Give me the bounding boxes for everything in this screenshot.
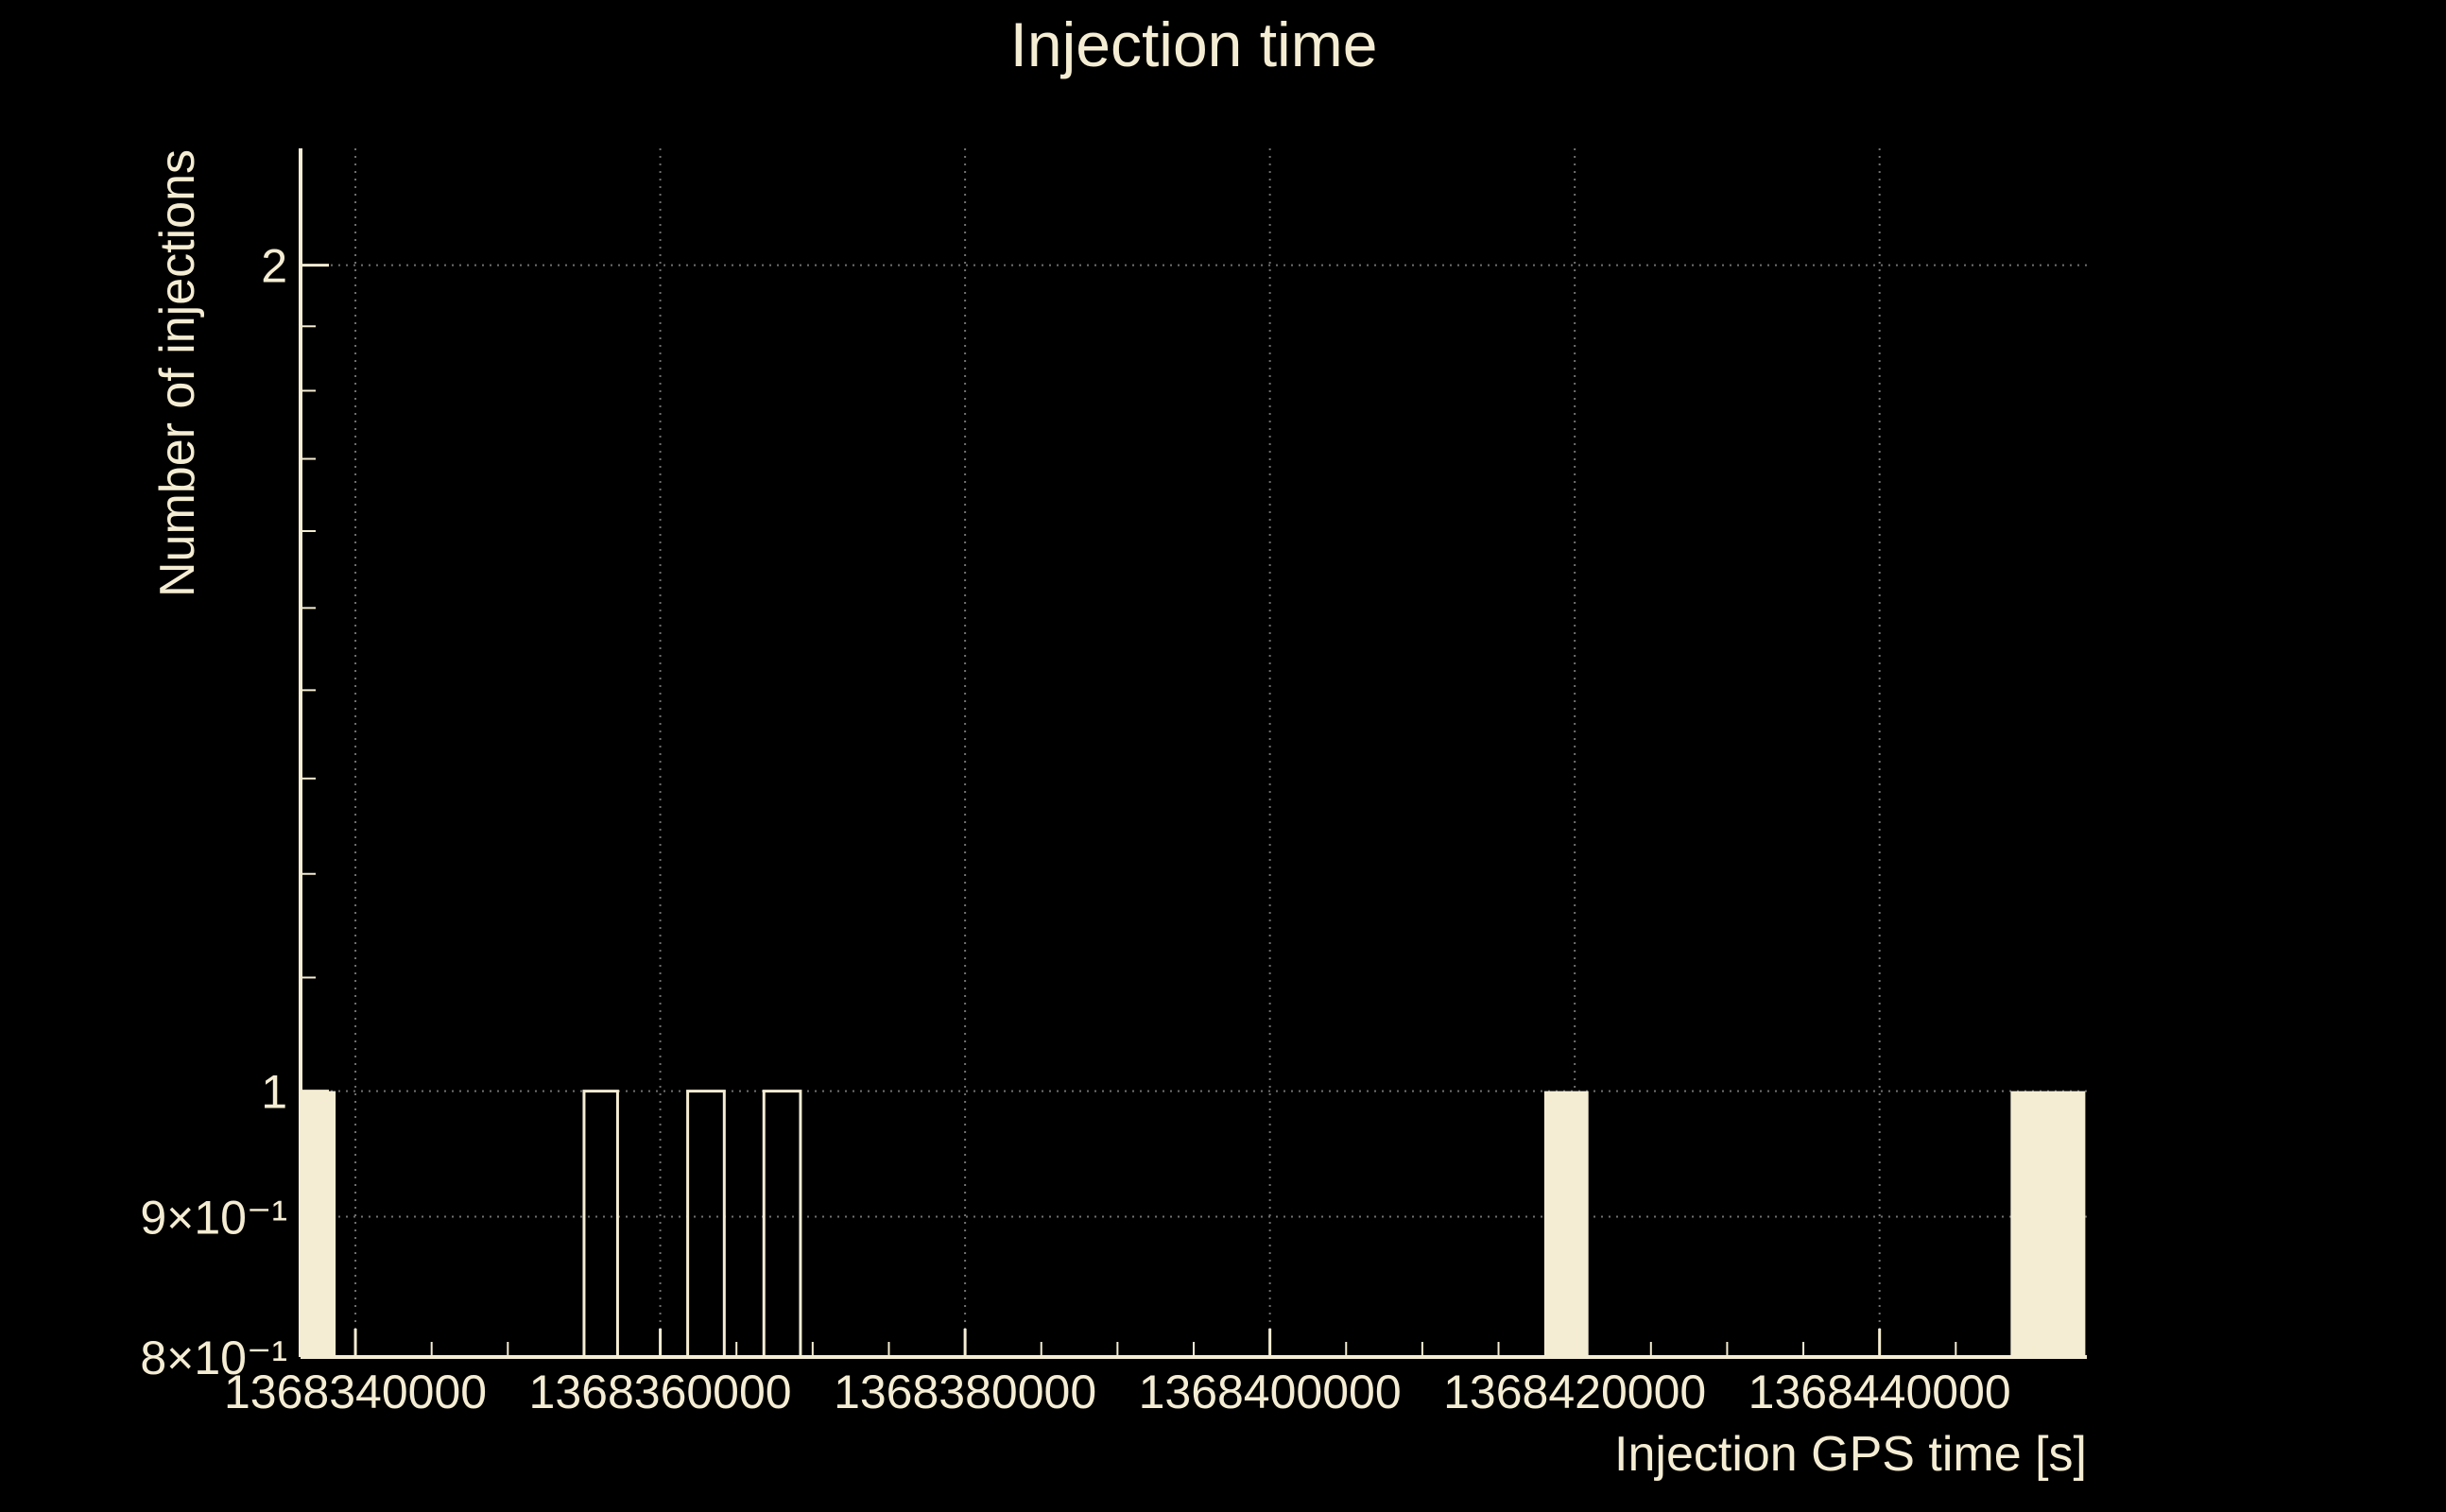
x-axis-label: Injection GPS time [s] <box>1614 1427 2087 1482</box>
histogram-bar-outline <box>686 1090 726 1359</box>
x-tick-label: 1368400000 <box>1139 1366 1402 1418</box>
y-tick-label: 8×10⁻¹ <box>140 1332 287 1384</box>
tick-labels: 1368340000 1368360000 1368380000 1368400000… <box>140 240 2010 1418</box>
histogram-bar-filled <box>2010 1091 2086 1357</box>
y-tick-label: 1 <box>261 1066 287 1119</box>
x-tick-label: 1368420000 <box>1443 1366 1706 1418</box>
chart-title: Injection time <box>1010 9 1378 79</box>
y-axis-label: Number of injections <box>150 149 205 597</box>
x-tick-label: 1368380000 <box>834 1366 1096 1418</box>
x-tick-label: 1368340000 <box>224 1366 487 1418</box>
gridlines <box>301 148 2087 1357</box>
x-tick-label: 1368360000 <box>529 1366 792 1418</box>
y-tick-label: 9×10⁻¹ <box>140 1191 287 1244</box>
histogram-bar-filled <box>1543 1091 1589 1357</box>
histogram-bar-outline <box>762 1090 802 1359</box>
x-tick-label: 1368440000 <box>1748 1366 2011 1418</box>
histogram-bar-outline <box>582 1090 619 1359</box>
y-tick-label: 2 <box>261 240 287 293</box>
axes <box>299 148 2087 1359</box>
histogram-bar-filled <box>301 1091 336 1357</box>
bars <box>301 1090 2086 1359</box>
